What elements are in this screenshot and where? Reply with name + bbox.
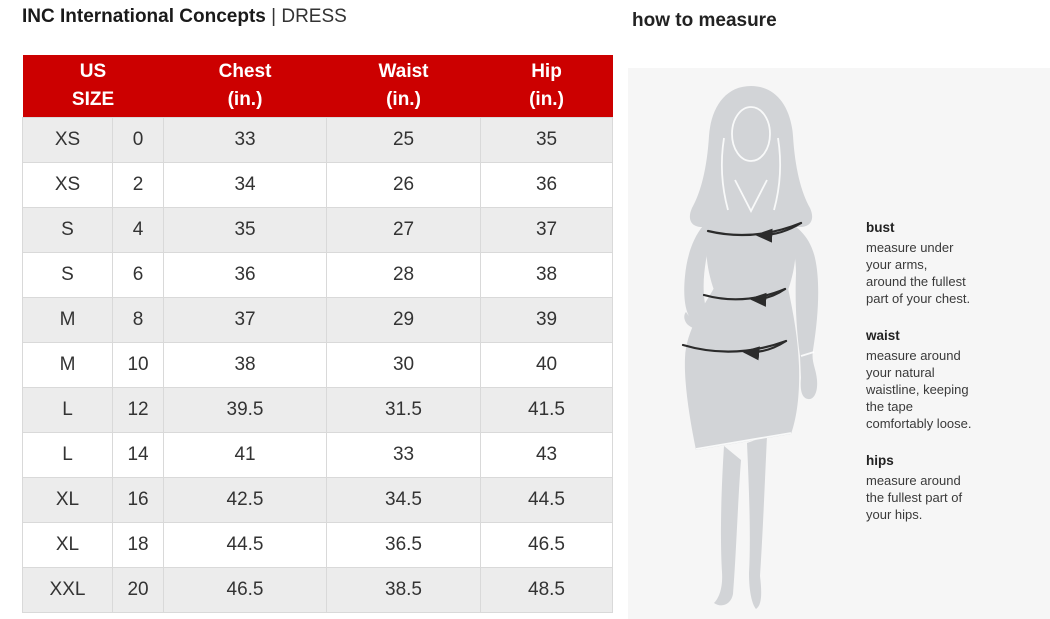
woman-silhouette-icon bbox=[684, 86, 819, 609]
table-row: XS 2 34 26 36 bbox=[22, 161, 614, 208]
size-chart-header: US SIZE Chest (in.) Waist (in.) Hip (in.… bbox=[22, 55, 613, 117]
how-to-measure-panel: bust measure under your arms, around the… bbox=[628, 68, 1050, 619]
table-row: M 10 38 30 40 bbox=[22, 341, 614, 388]
table-cell: 46.5 bbox=[480, 521, 614, 568]
waist-section: waist measure around your natural waistl… bbox=[866, 328, 992, 432]
table-row: XL 18 44.5 36.5 46.5 bbox=[22, 521, 614, 568]
table-cell: M bbox=[22, 296, 113, 343]
header-us-size: US SIZE bbox=[22, 55, 164, 117]
hips-arrow-icon bbox=[681, 339, 788, 361]
table-cell: 14 bbox=[111, 431, 165, 478]
table-row: L 12 39.5 31.5 41.5 bbox=[22, 386, 614, 433]
table-cell: 38 bbox=[163, 341, 328, 388]
table-cell: 2 bbox=[111, 161, 165, 208]
measurement-figure-illustration bbox=[681, 86, 819, 609]
table-cell: XS bbox=[22, 161, 113, 208]
how-to-measure-heading: how to measure bbox=[632, 10, 777, 31]
bust-description: measure under your arms, around the full… bbox=[866, 240, 971, 306]
table-cell: 20 bbox=[111, 566, 165, 613]
table-cell: 18 bbox=[111, 521, 165, 568]
title-separator: | bbox=[271, 6, 277, 27]
table-cell: 42.5 bbox=[163, 476, 328, 523]
table-cell: 33 bbox=[163, 116, 328, 163]
table-cell: 0 bbox=[111, 116, 165, 163]
table-row: XXL 20 46.5 38.5 48.5 bbox=[22, 566, 614, 613]
table-cell: 39.5 bbox=[163, 386, 328, 433]
table-row: XS 0 33 25 35 bbox=[22, 116, 614, 163]
table-cell: 36 bbox=[480, 161, 614, 208]
bust-section: bust measure under your arms, around the… bbox=[866, 220, 992, 307]
table-cell: 33 bbox=[326, 431, 482, 478]
table-row: S 6 36 28 38 bbox=[22, 251, 614, 298]
table-cell: 4 bbox=[111, 206, 165, 253]
table-cell: 6 bbox=[111, 251, 165, 298]
brand-name: INC International Concepts bbox=[22, 6, 266, 27]
page-title: INC International Concepts | DRESS bbox=[22, 6, 347, 28]
measurement-instructions: bust measure under your arms, around the… bbox=[866, 220, 992, 544]
table-cell: 35 bbox=[163, 206, 328, 253]
silhouette-detail-lines bbox=[695, 137, 815, 450]
header-waist: Waist (in.) bbox=[326, 55, 481, 117]
header-chest: Chest (in.) bbox=[163, 55, 327, 117]
table-cell: 25 bbox=[326, 116, 482, 163]
table-row: M 8 37 29 39 bbox=[22, 296, 614, 343]
table-cell: L bbox=[22, 386, 113, 433]
table-cell: 35 bbox=[480, 116, 614, 163]
table-cell: 28 bbox=[326, 251, 482, 298]
table-cell: XL bbox=[22, 476, 113, 523]
table-cell: L bbox=[22, 431, 113, 478]
table-cell: 16 bbox=[111, 476, 165, 523]
table-cell: 48.5 bbox=[480, 566, 614, 613]
hips-section: hips measure around the fullest part of … bbox=[866, 453, 992, 523]
hips-description: measure around the fullest part of your … bbox=[866, 473, 963, 522]
table-cell: S bbox=[22, 251, 113, 298]
table-cell: XXL bbox=[22, 566, 113, 613]
table-cell: 37 bbox=[163, 296, 328, 343]
table-cell: 12 bbox=[111, 386, 165, 433]
table-cell: 37 bbox=[480, 206, 614, 253]
table-cell: XS bbox=[22, 116, 113, 163]
table-cell: 41 bbox=[163, 431, 328, 478]
table-cell: 34 bbox=[163, 161, 328, 208]
table-cell: 8 bbox=[111, 296, 165, 343]
bust-label: bust bbox=[866, 220, 895, 235]
table-cell: 44.5 bbox=[480, 476, 614, 523]
waist-arrow-icon bbox=[702, 287, 787, 307]
table-cell: 38 bbox=[480, 251, 614, 298]
table-cell: 40 bbox=[480, 341, 614, 388]
table-cell: 36.5 bbox=[326, 521, 482, 568]
table-cell: 44.5 bbox=[163, 521, 328, 568]
table-row: L 14 41 33 43 bbox=[22, 431, 614, 478]
table-row: XL 16 42.5 34.5 44.5 bbox=[22, 476, 614, 523]
size-table-body: XS 0 33 25 35 XS 2 34 26 36 S 4 35 27 37 S 6 36 28 38 M 8 37 29… bbox=[22, 116, 614, 613]
table-cell: S bbox=[22, 206, 113, 253]
size-chart-table: US SIZE Chest (in.) Waist (in.) Hip (in.… bbox=[22, 55, 614, 613]
table-cell: 31.5 bbox=[326, 386, 482, 433]
table-cell: XL bbox=[22, 521, 113, 568]
table-cell: 26 bbox=[326, 161, 482, 208]
table-cell: 38.5 bbox=[326, 566, 482, 613]
table-cell: 36 bbox=[163, 251, 328, 298]
table-cell: 46.5 bbox=[163, 566, 328, 613]
table-cell: 10 bbox=[111, 341, 165, 388]
table-cell: 27 bbox=[326, 206, 482, 253]
table-cell: 43 bbox=[480, 431, 614, 478]
table-cell: 34.5 bbox=[326, 476, 482, 523]
waist-description: measure around your natural waistline, k… bbox=[866, 348, 972, 431]
table-cell: M bbox=[22, 341, 113, 388]
table-cell: 41.5 bbox=[480, 386, 614, 433]
hips-label: hips bbox=[866, 453, 894, 468]
header-hip: Hip (in.) bbox=[480, 55, 613, 117]
waist-label: waist bbox=[866, 328, 900, 343]
product-category: DRESS bbox=[281, 6, 347, 27]
table-cell: 29 bbox=[326, 296, 482, 343]
table-cell: 39 bbox=[480, 296, 614, 343]
table-cell: 30 bbox=[326, 341, 482, 388]
table-row: S 4 35 27 37 bbox=[22, 206, 614, 253]
bust-arrow-icon bbox=[706, 221, 803, 243]
